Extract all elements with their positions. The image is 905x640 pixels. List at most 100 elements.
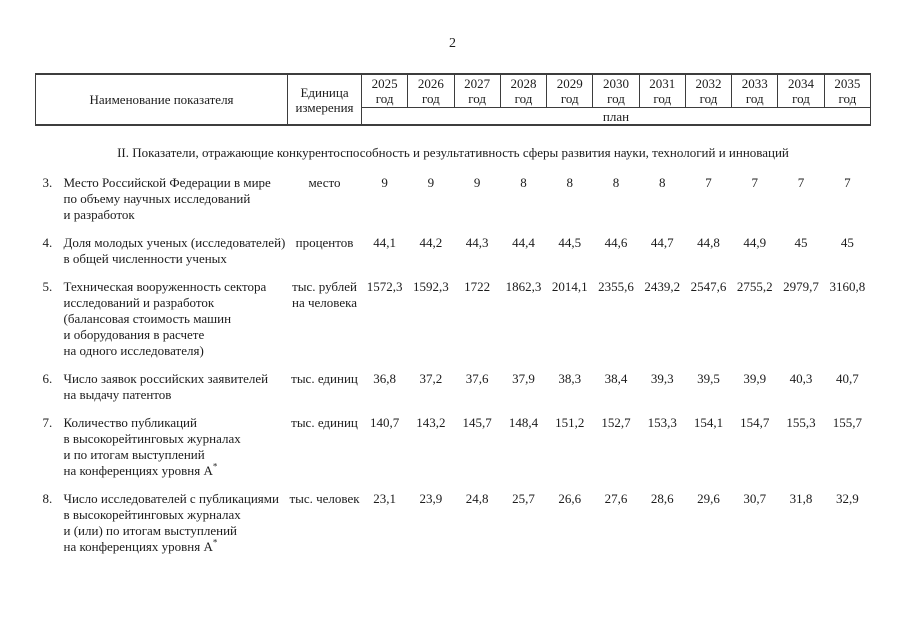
indicator-name-text: Число исследователей с публикациями в вы… bbox=[63, 491, 279, 554]
unit-cell: тыс. единиц bbox=[291, 415, 358, 430]
year-label: 2026 bbox=[417, 76, 444, 91]
value-cell: 39,9 bbox=[743, 371, 767, 386]
indicator-name-text: Количество публикаций в высокорейтинговы… bbox=[63, 415, 241, 478]
value-cell: 140,7 bbox=[370, 415, 400, 430]
value-cell: 44,9 bbox=[743, 235, 767, 250]
col-header-year-2030: 2030 год bbox=[592, 73, 640, 108]
indicator-name: Число заявок российских заявителей на вы… bbox=[64, 371, 288, 415]
col-header-unit: Единица измерения bbox=[287, 73, 363, 126]
value-cell: 155,7 bbox=[832, 415, 862, 430]
year-word: год bbox=[514, 91, 533, 106]
value-cell: 29,6 bbox=[697, 491, 720, 506]
value-cell: 9 bbox=[381, 175, 388, 190]
value-cell: 39,5 bbox=[697, 371, 720, 386]
value-cell: 28,6 bbox=[650, 491, 674, 506]
row-number: 6. bbox=[42, 371, 53, 386]
value-cell: 27,6 bbox=[604, 491, 628, 506]
unit-cell: тыс. единиц bbox=[291, 371, 358, 386]
value-cell: 8 bbox=[658, 175, 666, 190]
year-label: 2025 bbox=[371, 76, 398, 91]
value-cell: 8 bbox=[612, 175, 620, 190]
indicators-table: Наименование показателя Единица измерени… bbox=[34, 73, 872, 567]
value-cell: 2014,1 bbox=[551, 279, 588, 294]
value-cell: 8 bbox=[566, 175, 573, 190]
col-header-year-2033: 2033 год bbox=[731, 73, 779, 108]
value-cell: 1862,3 bbox=[505, 279, 542, 294]
value-cell: 45 bbox=[794, 235, 808, 250]
value-cell: 30,7 bbox=[743, 491, 767, 506]
value-cell: 145,7 bbox=[462, 415, 492, 430]
value-cell: 2439,2 bbox=[644, 279, 681, 294]
indicator-name: Число исследователей с публикациями в вы… bbox=[64, 491, 288, 567]
year-label: 2030 bbox=[602, 76, 629, 91]
unit-cell: тыс. рублей на человека bbox=[292, 279, 358, 310]
value-cell: 38,4 bbox=[604, 371, 628, 386]
value-cell: 44,6 bbox=[604, 235, 628, 250]
year-label: 2028 bbox=[510, 76, 537, 91]
value-cell: 23,1 bbox=[373, 491, 397, 506]
table-row-5: 5. Техническая вооруженность сектора исс… bbox=[36, 279, 871, 371]
col-header-indicator-name: Наименование показателя bbox=[34, 73, 289, 126]
indicator-name-text: Число заявок российских заявителей на вы… bbox=[63, 371, 269, 402]
unit-cell: место bbox=[308, 175, 341, 190]
year-word: год bbox=[468, 91, 487, 106]
indicator-name: Доля молодых ученых (исследователей) в о… bbox=[64, 235, 288, 279]
value-cell: 3160,8 bbox=[829, 279, 866, 294]
value-cell: 1722 bbox=[464, 279, 491, 294]
value-cell: 154,7 bbox=[740, 415, 770, 430]
indicator-name-text: Техническая вооруженность сектора исслед… bbox=[63, 279, 267, 358]
col-header-year-2026: 2026 год bbox=[407, 73, 455, 108]
year-label: 2034 bbox=[788, 76, 815, 91]
indicator-name-text: Доля молодых ученых (исследователей) в о… bbox=[63, 235, 286, 266]
value-cell: 37,9 bbox=[512, 371, 535, 386]
row-number: 5. bbox=[42, 279, 53, 294]
year-word: год bbox=[560, 91, 579, 106]
unit-cell: тыс. человек bbox=[289, 491, 360, 506]
value-cell: 40,3 bbox=[789, 371, 813, 386]
year-word: год bbox=[838, 91, 857, 106]
value-cell: 151,2 bbox=[555, 415, 585, 430]
col-header-year-2031: 2031 год bbox=[638, 73, 686, 108]
year-word: год bbox=[745, 91, 764, 106]
value-cell: 32,9 bbox=[835, 491, 859, 506]
value-cell: 148,4 bbox=[508, 415, 539, 430]
value-cell: 24,8 bbox=[465, 491, 489, 506]
value-cell: 2547,6 bbox=[690, 279, 727, 294]
value-cell: 1592,3 bbox=[413, 279, 449, 294]
value-cell: 154,1 bbox=[693, 415, 724, 430]
value-cell: 152,7 bbox=[601, 415, 631, 430]
value-cell: 7 bbox=[844, 175, 851, 190]
value-cell: 31,8 bbox=[789, 491, 813, 506]
value-cell: 44,5 bbox=[558, 235, 582, 250]
col-header-year-2034: 2034 год bbox=[777, 73, 825, 108]
year-word: год bbox=[653, 91, 672, 106]
indicator-name-text: Место Российской Федерации в мире по объ… bbox=[63, 175, 271, 222]
row-number: 3. bbox=[42, 175, 53, 190]
value-cell: 25,7 bbox=[512, 491, 535, 506]
year-label: 2032 bbox=[695, 76, 722, 91]
section-title: II. Показатели, отражающие конкурентоспо… bbox=[117, 145, 789, 160]
year-label: 2027 bbox=[464, 76, 491, 91]
value-cell: 38,3 bbox=[558, 371, 582, 386]
value-cell: 36,8 bbox=[373, 371, 397, 386]
year-word: год bbox=[699, 91, 718, 106]
value-cell: 7 bbox=[797, 175, 805, 190]
value-cell: 44,1 bbox=[373, 235, 397, 250]
value-cell: 44,2 bbox=[419, 235, 443, 250]
year-label: 2033 bbox=[741, 76, 768, 91]
value-cell: 2755,2 bbox=[736, 279, 773, 294]
indicator-name: Место Российской Федерации в мире по объ… bbox=[64, 175, 288, 235]
year-word: год bbox=[422, 91, 440, 106]
value-cell: 37,6 bbox=[465, 371, 489, 386]
table-row-6: 6. Число заявок российских заявителей на… bbox=[36, 371, 871, 415]
value-cell: 143,2 bbox=[416, 415, 446, 430]
indicator-name: Количество публикаций в высокорейтинговы… bbox=[64, 415, 288, 491]
footnote-marker: * bbox=[212, 537, 218, 548]
year-label: 2031 bbox=[649, 76, 676, 91]
col-header-year-2028: 2028 год bbox=[499, 73, 548, 108]
value-cell: 39,3 bbox=[650, 371, 674, 386]
value-cell: 37,2 bbox=[419, 371, 443, 386]
col-header-year-2027: 2027 год bbox=[453, 73, 501, 108]
value-cell: 7 bbox=[751, 175, 759, 190]
